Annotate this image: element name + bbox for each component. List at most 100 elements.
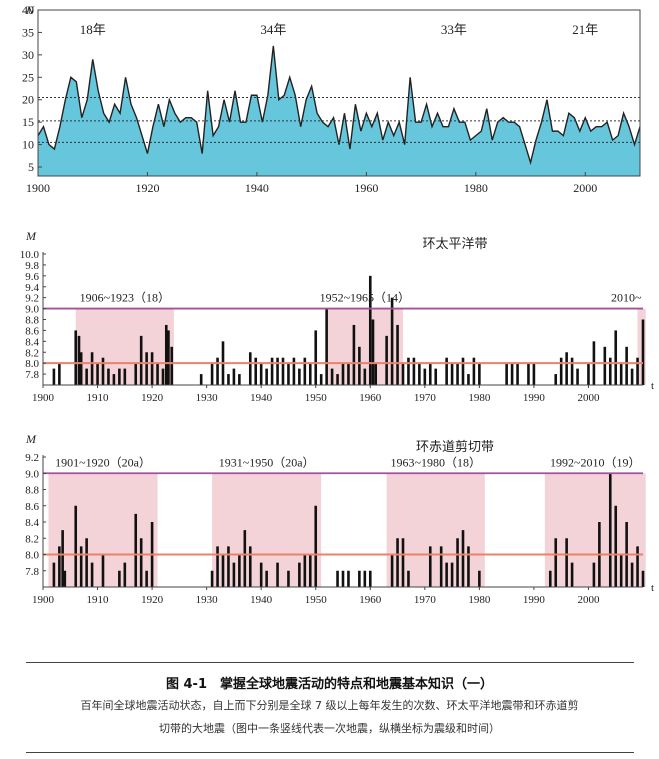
quake-bar xyxy=(467,374,470,385)
quake-bar xyxy=(428,363,432,385)
quake-bar xyxy=(608,357,612,385)
quake-bar xyxy=(608,473,612,587)
quake-bar xyxy=(434,368,438,385)
x-tick-label: 1970 xyxy=(414,594,437,606)
quake-bar xyxy=(439,546,443,587)
quake-bar xyxy=(516,363,519,385)
quake-bar xyxy=(63,570,67,587)
x-tick-label: 1930 xyxy=(196,594,219,606)
x-tick-label: 1920 xyxy=(135,181,159,195)
quake-bar xyxy=(407,357,410,385)
quake-bar xyxy=(325,308,328,385)
quake-bar xyxy=(428,546,432,587)
y-tick-label: 15 xyxy=(22,115,34,129)
quake-bar xyxy=(423,368,427,385)
quake-bar xyxy=(478,570,481,587)
quake-bar xyxy=(336,570,339,587)
quake-bar xyxy=(554,374,558,385)
quake-bar xyxy=(118,570,121,587)
quake-bar xyxy=(374,363,378,385)
figure-caption-title: 图 4-1 掌握全球地震活动的特点和地震基本知识（一） xyxy=(165,677,493,692)
y-tick-label: 9.4 xyxy=(25,282,39,294)
y-tick-label: 8.8 xyxy=(25,485,39,497)
quake-bar xyxy=(134,513,138,587)
quake-bar xyxy=(559,357,563,385)
quake-bar xyxy=(259,363,263,385)
quake-bar xyxy=(161,368,165,385)
quake-bar xyxy=(630,562,634,587)
quake-bar xyxy=(123,562,127,587)
quake-bar xyxy=(265,368,268,385)
y-tick-label: 7.8 xyxy=(25,369,39,381)
quake-bar xyxy=(79,352,83,385)
quake-bar xyxy=(139,335,143,385)
y-tick-label: 8.6 xyxy=(25,501,39,513)
quake-bar xyxy=(352,324,356,385)
y-tick-label: 8.0 xyxy=(25,550,39,562)
period-label: 1931~1950（20a） xyxy=(219,455,315,469)
period-label: 1992~2010（19） xyxy=(550,455,641,469)
y-tick-label: 9.8 xyxy=(25,260,39,272)
quake-bar xyxy=(625,346,628,385)
x-tick-label: 1940 xyxy=(250,594,273,606)
quake-bar xyxy=(472,357,476,385)
quake-bar xyxy=(570,562,574,587)
quake-bar xyxy=(445,357,448,385)
quake-bar xyxy=(368,275,372,385)
quake-bar xyxy=(363,570,367,587)
quake-bar xyxy=(238,554,241,587)
quake-bar xyxy=(587,363,590,385)
caption-rule-bottom xyxy=(26,752,634,753)
quake-bar xyxy=(139,538,143,587)
quake-bar xyxy=(319,374,323,385)
quake-bar xyxy=(347,570,350,587)
quake-bar xyxy=(238,374,241,385)
quake-bar xyxy=(478,363,481,385)
quake-bar xyxy=(265,570,268,587)
x-tick-label: 2000 xyxy=(577,594,600,606)
quake-bar xyxy=(461,357,465,385)
quake-bar xyxy=(156,363,159,385)
quake-bar xyxy=(636,546,639,587)
quake-bar xyxy=(527,363,530,385)
y-tick-label: 8.4 xyxy=(25,517,39,529)
quake-bar xyxy=(287,570,290,587)
quake-bar xyxy=(112,374,116,385)
x-tick-label: 1950 xyxy=(305,392,328,404)
y-tick-label: 20 xyxy=(22,93,34,107)
quake-bar xyxy=(58,363,61,385)
y-tick-label: 8.0 xyxy=(25,358,39,370)
x-tick-label: 1990 xyxy=(523,594,546,606)
quake-bar xyxy=(401,363,405,385)
quake-bar xyxy=(85,368,88,385)
quake-bar xyxy=(630,368,634,385)
quake-bar xyxy=(164,324,168,385)
quake-bar xyxy=(358,570,361,587)
x-tick-label: 1930 xyxy=(196,392,219,404)
x-tick-label: 1940 xyxy=(245,181,269,195)
y-tick-label: 10.0 xyxy=(20,249,40,261)
x-axis-label: t xyxy=(651,380,654,392)
quake-bar xyxy=(101,357,105,385)
quake-bar xyxy=(371,319,375,385)
period-label: 1901~1920（20a） xyxy=(55,455,151,469)
x-axis-label: t xyxy=(651,582,654,594)
x-tick-label: 1960 xyxy=(354,181,378,195)
quake-bar xyxy=(347,363,350,385)
y-axis-label: M xyxy=(25,432,37,446)
y-tick-label: 7.8 xyxy=(25,566,39,578)
period-shade xyxy=(386,473,485,587)
y-tick-label: 9.0 xyxy=(25,304,39,316)
quake-bar xyxy=(314,330,318,385)
quake-bar xyxy=(636,357,639,385)
y-axis-label: N xyxy=(25,3,35,17)
quake-bar xyxy=(85,538,88,587)
quake-bar xyxy=(456,363,459,385)
period-shade xyxy=(637,308,646,385)
quake-bar xyxy=(412,357,416,385)
period-label: 1952~1965（14） xyxy=(320,291,411,305)
quake-bar xyxy=(90,352,94,385)
quake-bar xyxy=(396,324,399,385)
quake-bar xyxy=(232,368,236,385)
quake-bar xyxy=(61,530,64,587)
